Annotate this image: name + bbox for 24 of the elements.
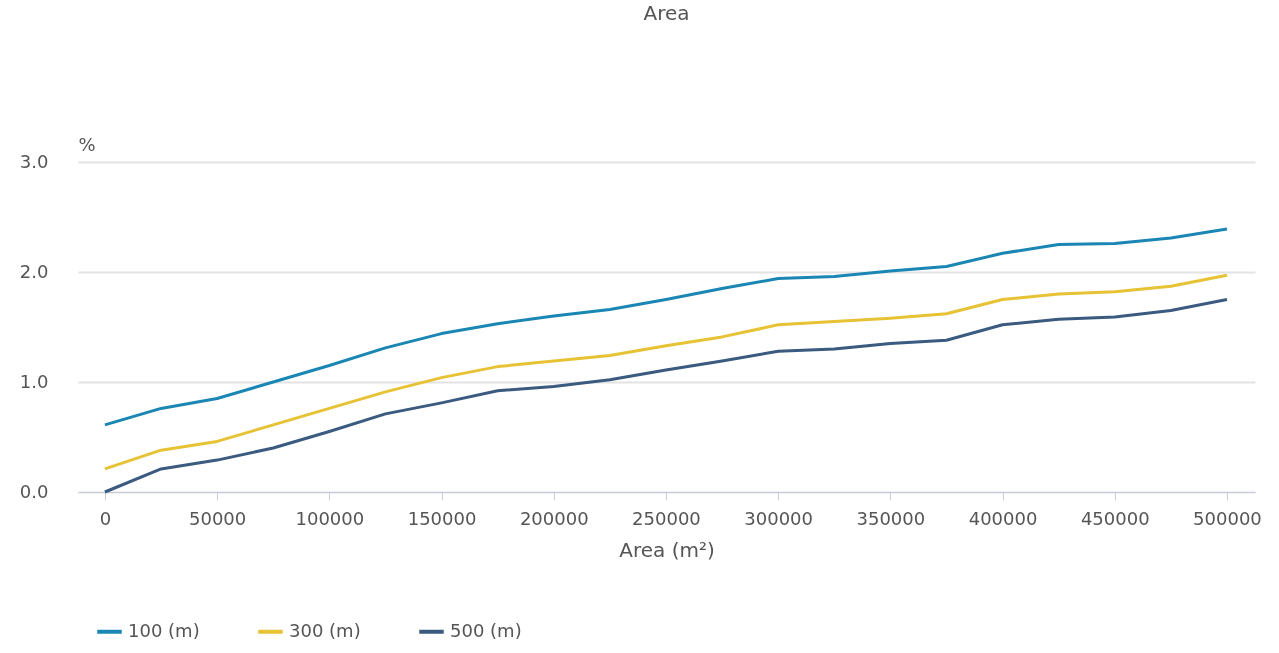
legend-label: 500 (m) xyxy=(450,619,522,641)
y-axis-title: % xyxy=(78,133,96,155)
line-series xyxy=(103,298,1229,494)
x-tick-label: 250000 xyxy=(632,507,701,529)
x-tick-label: 400000 xyxy=(968,507,1038,529)
x-tick-label: 100000 xyxy=(295,507,365,529)
legend-label: 300 (m) xyxy=(289,619,361,641)
x-tick-label: 300000 xyxy=(744,507,813,529)
chart-title: Area xyxy=(643,1,690,25)
y-tick-label: 2.0 xyxy=(19,260,49,282)
x-tick-label: 450000 xyxy=(1080,507,1150,529)
legend-label: 100 (m) xyxy=(128,619,200,641)
line-series xyxy=(103,227,1229,427)
x-tick-label: 50000 xyxy=(189,507,247,529)
y-tick-label: 3.0 xyxy=(19,150,49,172)
y-tick-label: 0.0 xyxy=(19,480,49,502)
x-tick-label: 150000 xyxy=(407,507,477,529)
y-tick-label: 1.0 xyxy=(19,370,49,392)
x-tick-label: 200000 xyxy=(519,507,589,529)
x-axis-title: Area (m²) xyxy=(619,537,715,562)
x-tick-label: 350000 xyxy=(856,507,926,529)
x-tick-label: 500000 xyxy=(1193,507,1262,529)
x-tick-label: 0 xyxy=(99,507,112,529)
line-series xyxy=(103,273,1229,471)
